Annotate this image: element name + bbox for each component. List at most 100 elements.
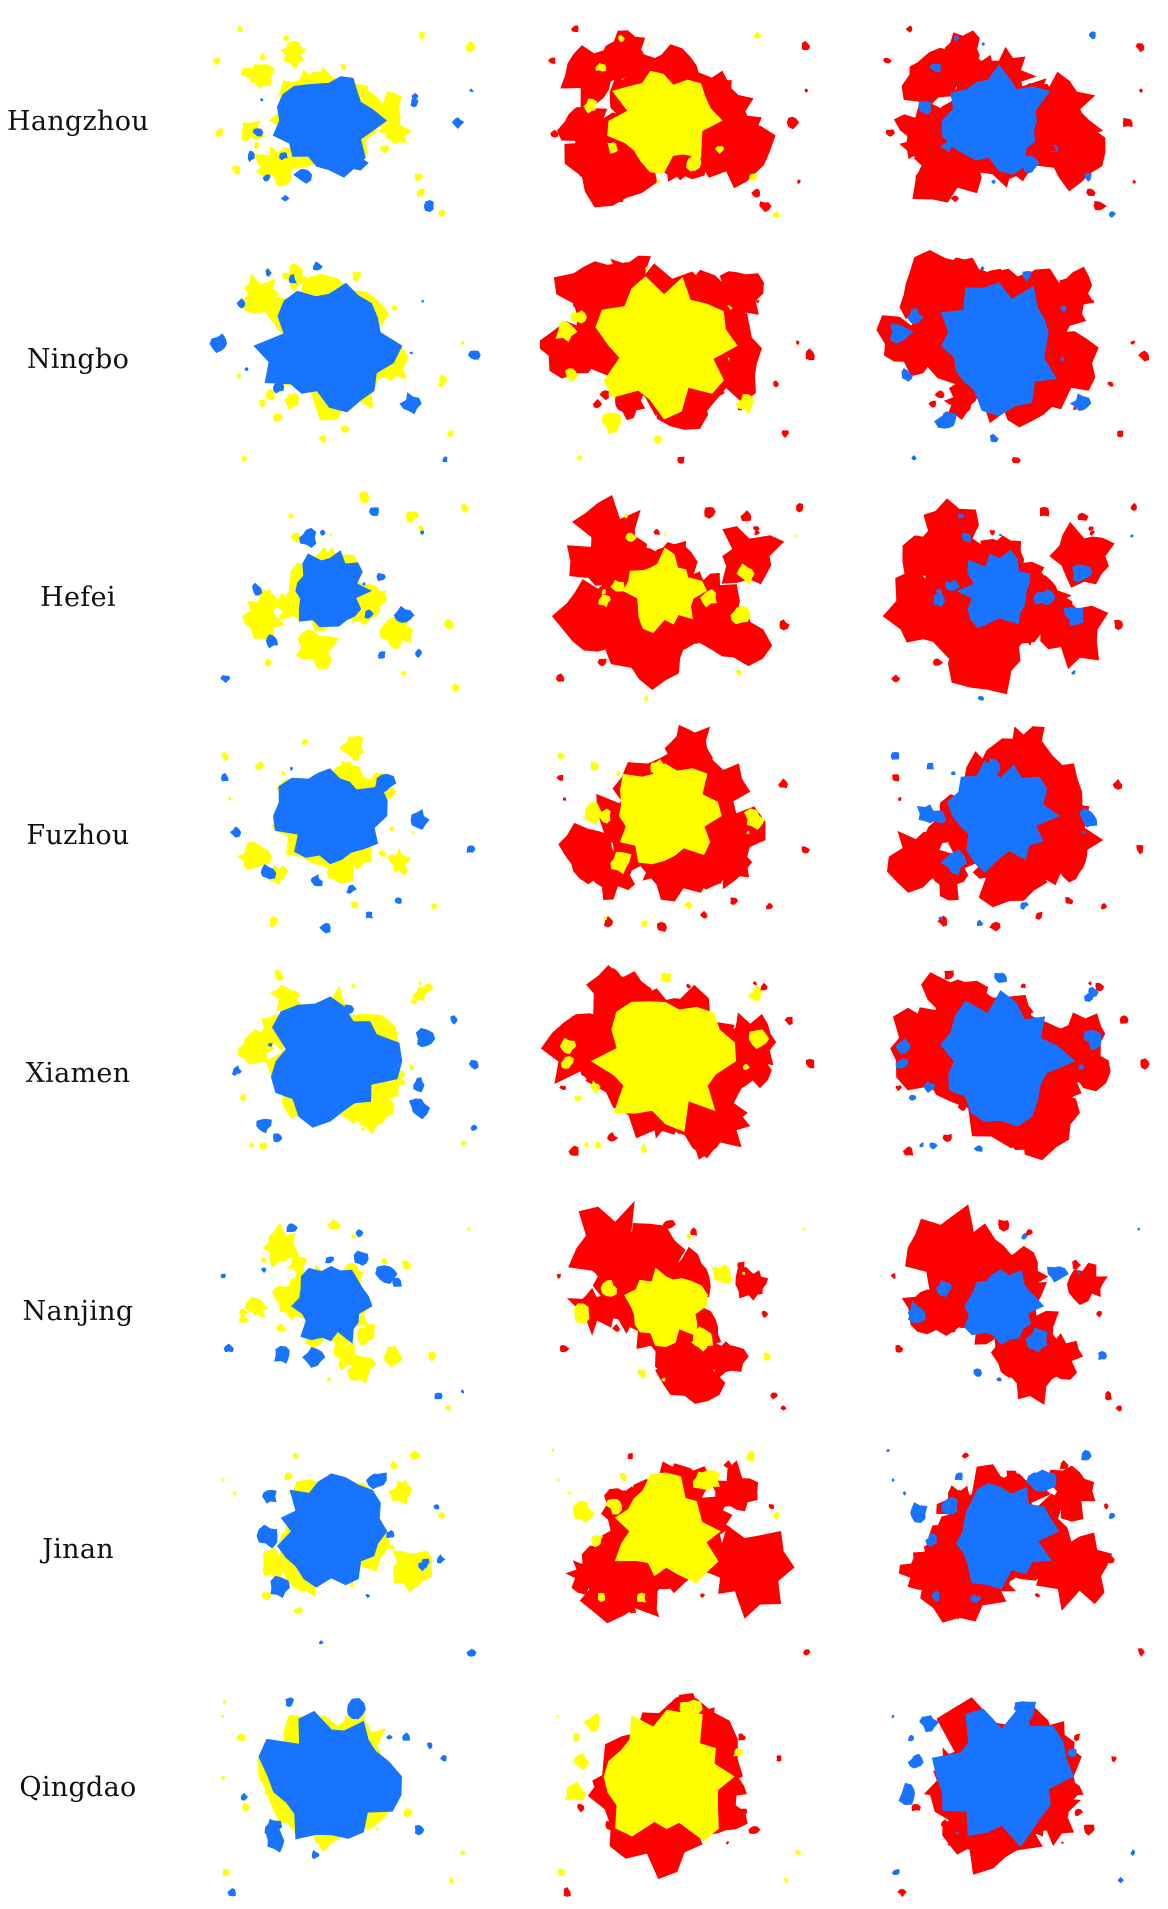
fringe-patch	[260, 864, 277, 880]
speck	[220, 1776, 226, 1781]
fringe-patch	[933, 593, 946, 608]
speck	[409, 351, 413, 355]
city-label: Jinan	[42, 1534, 114, 1565]
speck	[555, 673, 565, 682]
fringe-patch	[1063, 607, 1084, 626]
speck	[380, 1258, 388, 1265]
speck	[444, 1404, 451, 1411]
fringe-patch	[559, 1037, 577, 1055]
urban-extent-map	[891, 1697, 1135, 1898]
speck	[748, 1826, 761, 1834]
speck	[421, 299, 425, 303]
fringe-patch	[918, 101, 932, 115]
speck	[1087, 981, 1092, 986]
city-row: Fuzhou	[0, 719, 1168, 957]
speck	[801, 846, 810, 854]
speck	[280, 194, 290, 202]
speck	[616, 194, 624, 202]
speck	[292, 1453, 299, 1459]
speck	[400, 670, 407, 676]
speck	[1091, 300, 1095, 304]
fringe-patch	[349, 154, 369, 171]
speck	[647, 42, 650, 46]
yellow-patch	[339, 735, 364, 761]
speck	[641, 920, 648, 928]
speck	[438, 381, 445, 388]
fringe-patch	[353, 1250, 369, 1266]
speck	[214, 128, 224, 137]
blue-core	[253, 282, 403, 413]
speck	[998, 1219, 1010, 1232]
speck	[563, 1887, 571, 1897]
fringe-patch	[583, 98, 598, 114]
fringe-patch	[660, 972, 672, 983]
speck	[227, 1888, 236, 1897]
speck	[438, 209, 446, 217]
speck	[392, 1277, 402, 1287]
fringe-patch	[910, 1502, 928, 1523]
speck	[1088, 526, 1094, 531]
yellow-core	[590, 1001, 737, 1132]
speck	[942, 1133, 952, 1143]
speck	[259, 1142, 268, 1150]
speck	[981, 42, 986, 46]
fringe-patch	[264, 1818, 283, 1837]
speck	[1119, 1015, 1129, 1024]
speck	[583, 1142, 589, 1148]
speck	[414, 1824, 425, 1836]
speck	[940, 1819, 951, 1830]
speck	[1137, 1227, 1140, 1231]
speck	[1130, 502, 1137, 511]
speck	[1060, 356, 1065, 362]
fringe-patch	[907, 1753, 924, 1769]
speck	[326, 1377, 332, 1382]
speck	[391, 305, 397, 311]
speck	[786, 116, 800, 130]
speck	[723, 1460, 732, 1469]
speck	[286, 1223, 298, 1233]
city-label: Fuzhou	[26, 820, 130, 851]
speck	[618, 35, 625, 43]
speck	[284, 1472, 293, 1481]
red-patch	[702, 1341, 749, 1381]
speck	[559, 1085, 567, 1090]
speck	[779, 619, 790, 631]
speck	[891, 1714, 895, 1719]
fringe-patch	[901, 368, 914, 382]
speck	[744, 351, 748, 355]
speck	[919, 1142, 924, 1148]
speck	[895, 1085, 902, 1092]
speck	[761, 1310, 769, 1318]
speck	[1138, 350, 1150, 362]
speck	[796, 502, 804, 513]
speck	[1137, 1648, 1145, 1657]
fringe-patch	[1079, 807, 1098, 828]
map-panel-3	[875, 11, 1155, 236]
fringe-patch	[570, 310, 587, 324]
speck	[428, 1351, 436, 1362]
speck	[261, 1267, 267, 1274]
speck	[957, 1489, 962, 1495]
urban-extent-map	[556, 1693, 802, 1897]
speck	[620, 1222, 631, 1232]
map-panel-3	[875, 1677, 1155, 1902]
fringe-patch	[302, 1346, 326, 1368]
blue-core	[270, 996, 403, 1128]
speck	[266, 589, 271, 594]
speck	[963, 1607, 972, 1614]
speck	[637, 1592, 646, 1603]
speck	[1096, 1310, 1102, 1318]
urban-extent-map	[882, 498, 1137, 701]
speck	[222, 1869, 230, 1876]
speck	[242, 1802, 251, 1811]
fringe-patch	[231, 1065, 242, 1077]
fringe-patch	[595, 62, 607, 72]
fringe-patch	[895, 1058, 909, 1069]
speck	[327, 1218, 341, 1230]
speck	[409, 1064, 414, 1071]
yellow-core	[607, 70, 723, 174]
speck	[394, 897, 402, 904]
speck	[281, 770, 285, 776]
speck	[418, 524, 425, 533]
speck	[359, 490, 370, 504]
